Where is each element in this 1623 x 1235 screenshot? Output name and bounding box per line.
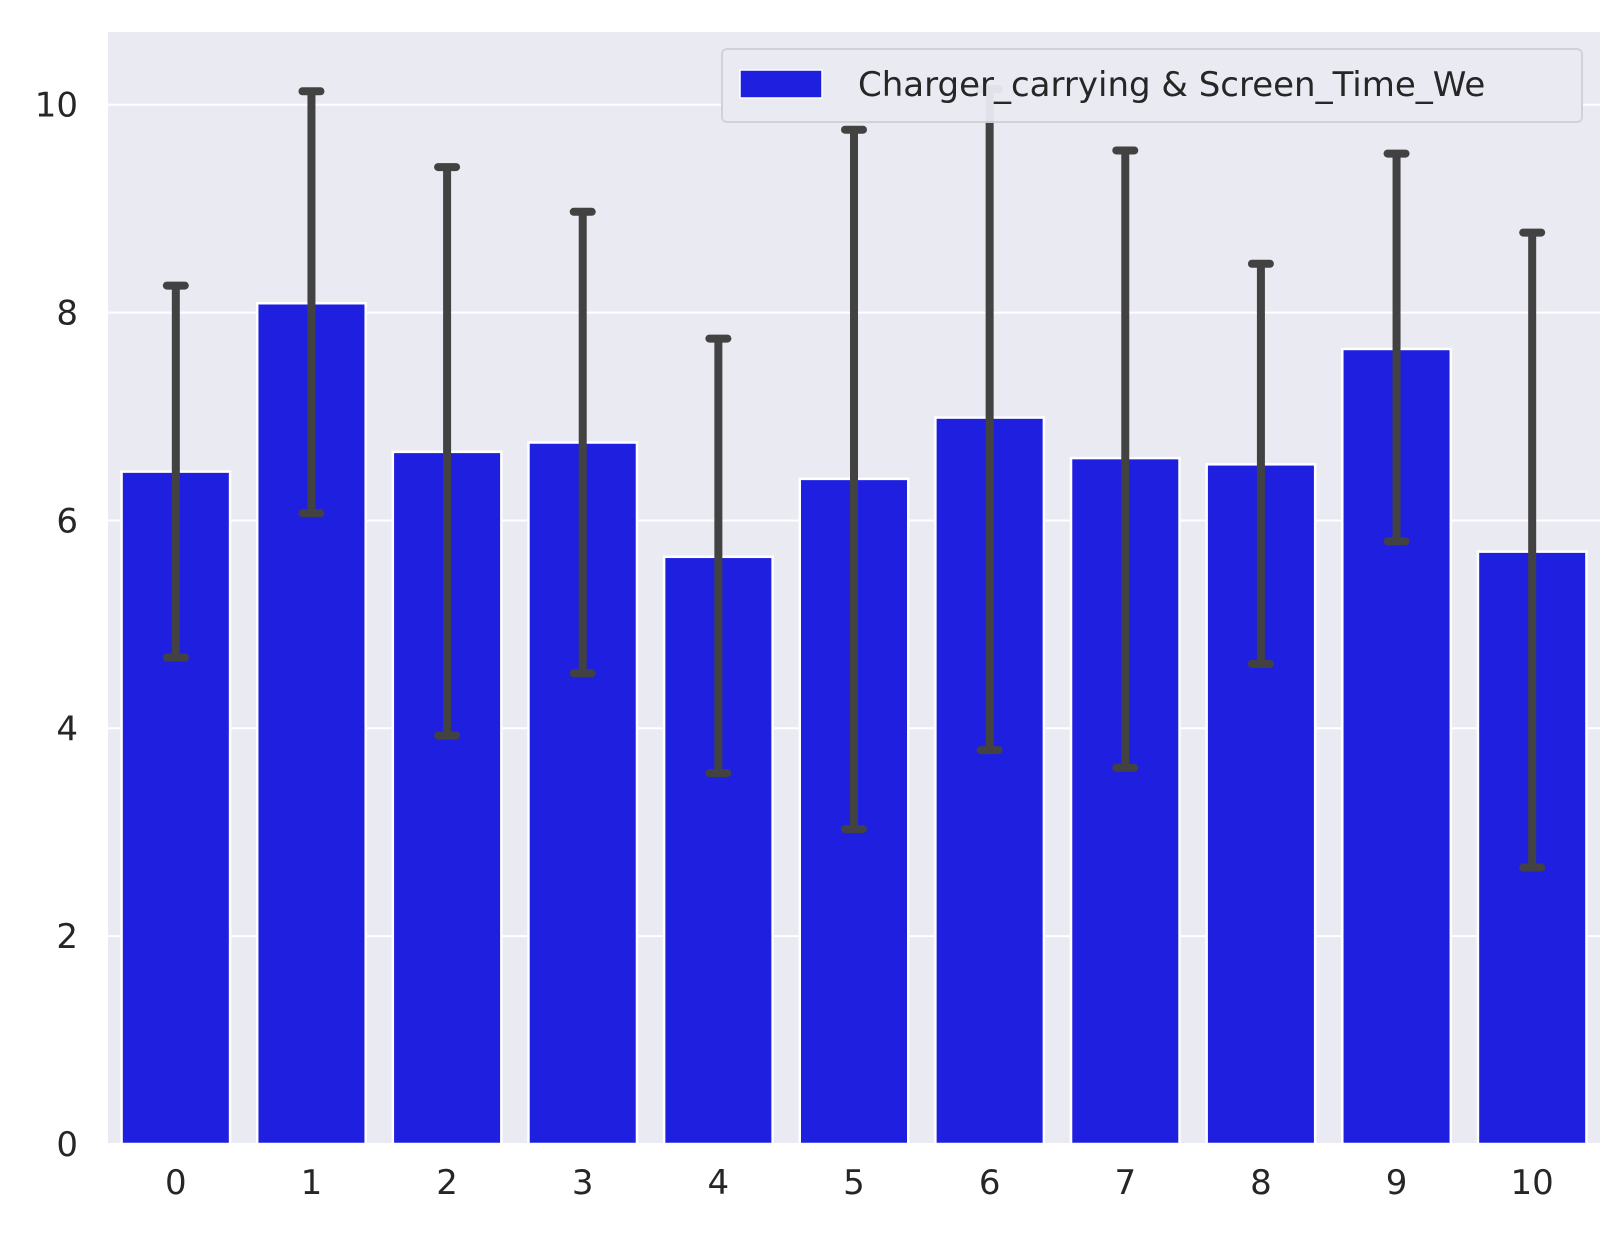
error-bar-8 (1247, 259, 1274, 668)
x-tick-label-5: 5 (843, 1163, 865, 1203)
x-tick-label-7: 7 (1114, 1163, 1136, 1203)
y-tick-label-4: 4 (56, 709, 78, 749)
error-bar-9 (1383, 149, 1410, 546)
y-tick-label-6: 6 (56, 501, 78, 541)
error-bar-2 (434, 163, 461, 740)
legend-box (721, 48, 1583, 123)
x-tick-label-2: 2 (436, 1163, 458, 1203)
error-bar-10 (1519, 228, 1546, 872)
legend-swatch (739, 69, 823, 99)
y-tick-label-2: 2 (56, 917, 78, 957)
legend-label: Charger_carrying & Screen_Time_We (858, 65, 1485, 105)
legend: Charger_carrying & Screen_Time_We (721, 48, 1583, 123)
error-bar-3 (569, 207, 596, 678)
error-bar-7 (1112, 146, 1139, 772)
error-bar-0 (162, 281, 189, 662)
y-tick-label-8: 8 (56, 294, 78, 334)
error-bar-5 (841, 125, 867, 834)
y-tick-label-0: 0 (56, 1125, 78, 1165)
error-bar-1 (298, 87, 325, 518)
x-tick-label-0: 0 (165, 1163, 187, 1203)
x-axis-ticks: 0 1 2 3 4 5 6 7 8 9 10 (165, 1163, 1554, 1203)
x-tick-label-4: 4 (708, 1163, 730, 1203)
error-bars (162, 85, 1546, 872)
x-tick-label-3: 3 (572, 1163, 594, 1203)
y-tick-label-10: 10 (35, 86, 78, 126)
x-tick-label-9: 9 (1386, 1163, 1408, 1203)
y-axis-ticks: 0 2 4 6 8 10 (35, 86, 78, 1165)
error-bar-4 (705, 334, 732, 777)
x-tick-label-10: 10 (1511, 1163, 1554, 1203)
x-tick-label-6: 6 (979, 1163, 1001, 1203)
x-tick-label-8: 8 (1250, 1163, 1272, 1203)
x-tick-label-1: 1 (301, 1163, 323, 1203)
